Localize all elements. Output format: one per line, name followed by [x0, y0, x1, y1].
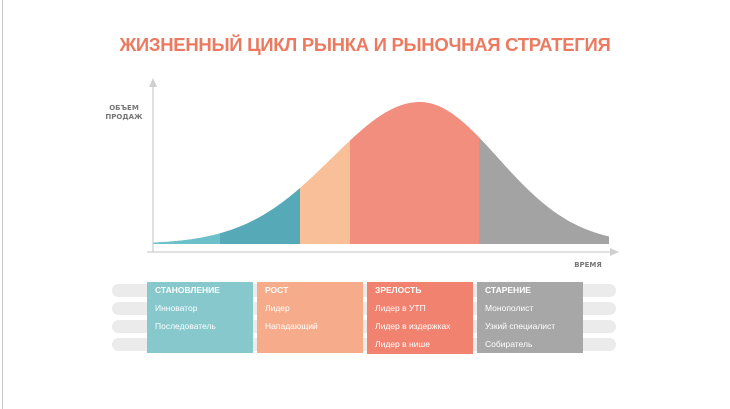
stage-item: Нападающий [265, 321, 318, 331]
stage-item: Лидер в издержках [375, 321, 451, 331]
stage-name: СТАРЕНИЕ [485, 285, 531, 295]
y-axis-label-line2: ПРОДАЖ [105, 113, 143, 121]
stage-item: Лидер в нише [375, 339, 430, 349]
page-left-border [2, 0, 3, 409]
stage-item: Собиратель [485, 339, 533, 349]
segment-c-fill [300, 102, 350, 244]
stage-name: РОСТ [265, 285, 289, 295]
segment-label-e: E [513, 245, 517, 253]
segment-label-d: D [403, 245, 408, 253]
stage-item: Лидер в УТП [375, 303, 426, 313]
stage-item: Узкий специалист [485, 321, 556, 331]
stage-column-maturity: ЗРЕЛОСТЬ Лидер в УТП Лидер в издержках Л… [367, 282, 473, 354]
page-title: ЖИЗНЕННЫЙ ЦИКЛ РЫНКА И РЫНОЧНАЯ СТРАТЕГИ… [119, 34, 611, 55]
segment-b-fill [220, 102, 300, 244]
stage-column-emergence: СТАНОВЛЕНИЕ Инноватор Последователь [147, 282, 253, 353]
segment-e-fill [479, 102, 609, 244]
x-axis-arrow [610, 248, 619, 256]
segment-d-fill [350, 102, 479, 244]
stage-column-growth: РОСТ Лидер Нападающий [257, 282, 363, 353]
stage-name: ЗРЕЛОСТЬ [375, 285, 422, 295]
stage-item: Лидер [265, 303, 290, 313]
stage-name: СТАНОВЛЕНИЕ [155, 285, 220, 295]
y-axis-label-line1: ОБЪЕМ [109, 104, 139, 112]
stage-item: Последователь [155, 321, 216, 331]
stage-item: Монополист [485, 303, 534, 313]
stage-column-decline: СТАРЕНИЕ Монополист Узкий специалист Соб… [477, 282, 583, 353]
segment-label-b: B [258, 245, 263, 253]
y-axis-arrow [149, 78, 157, 87]
segment-a-fill [153, 102, 220, 244]
x-axis-label: ВРЕМЯ [574, 261, 602, 269]
curve-fill-group [153, 102, 609, 244]
segment-label-c: C [320, 245, 325, 253]
stage-item: Инноватор [155, 303, 198, 313]
segment-label-a: A [184, 245, 189, 253]
